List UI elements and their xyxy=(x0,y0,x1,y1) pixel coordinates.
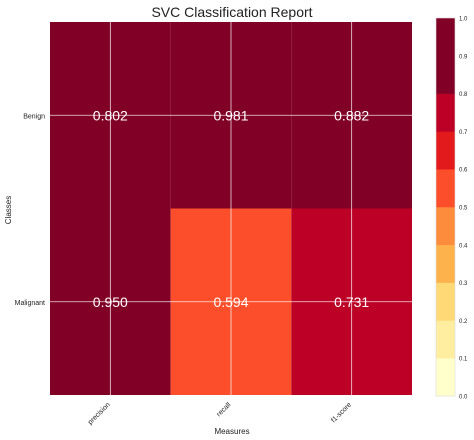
colorbar-tick-8: 0.8 xyxy=(459,92,468,98)
x-tick-labels: precision recall f1-score xyxy=(87,401,353,426)
x-tick-label-2: f1-score xyxy=(330,401,353,424)
colorbar-tick-4: 0.4 xyxy=(459,243,468,249)
colorbar-segment-4 xyxy=(436,207,455,246)
cell-label-0-1: 0.981 xyxy=(213,107,248,123)
colorbar-tick-1: 0.1 xyxy=(459,357,468,363)
y-tick-label-0: Benign xyxy=(23,113,45,120)
colorbar-tick-0: 0.0 xyxy=(459,395,468,401)
colorbar-tick-3: 0.3 xyxy=(459,281,468,287)
colorbar-tick-5: 0.5 xyxy=(459,206,468,212)
colorbar-tick-labels: 0.0 0.1 0.2 0.3 0.4 0.5 0.6 0.7 0.8 0.9 1.0 xyxy=(459,17,468,401)
colorbar-segment-8 xyxy=(436,55,455,94)
x-tick-label-0: precision xyxy=(87,401,112,426)
colorbar-segment-3 xyxy=(436,244,455,283)
cell-label-1-2: 0.731 xyxy=(334,294,369,310)
colorbar-segment-1 xyxy=(436,320,455,359)
colorbar-tick-9: 0.9 xyxy=(459,54,468,60)
colorbar-segment-2 xyxy=(436,282,455,321)
chart-title: SVC Classification Report xyxy=(151,4,312,20)
colorbar-tick-7: 0.7 xyxy=(459,130,468,136)
x-axis-label: Measures xyxy=(214,427,249,436)
colorbar-segment-9 xyxy=(436,18,455,57)
colorbar-tick-2: 0.2 xyxy=(459,319,468,325)
y-tick-label-1: Malignant xyxy=(15,300,45,307)
cell-label-0-2: 0.882 xyxy=(334,107,369,123)
colorbar-segment-6 xyxy=(436,131,455,170)
cell-label-1-1: 0.594 xyxy=(213,294,248,310)
colorbar-segment-7 xyxy=(436,93,455,132)
y-axis-label: Classes xyxy=(4,196,13,224)
x-tick-label-1: recall xyxy=(216,401,233,418)
colorbar-tick-6: 0.6 xyxy=(459,168,468,174)
y-tick-labels: Benign Malignant xyxy=(15,113,45,307)
colorbar-tick-10: 1.0 xyxy=(459,17,468,23)
cell-value-labels: 0.802 0.981 0.882 0.950 0.594 0.731 xyxy=(93,107,370,310)
colorbar-segment-5 xyxy=(436,169,455,208)
colorbar-frame xyxy=(435,17,456,397)
colorbar xyxy=(435,17,456,397)
cell-label-1-0: 0.950 xyxy=(93,294,128,310)
cell-label-0-0: 0.802 xyxy=(93,107,128,123)
grid-lines xyxy=(50,22,412,395)
colorbar-segment-0 xyxy=(436,358,455,397)
